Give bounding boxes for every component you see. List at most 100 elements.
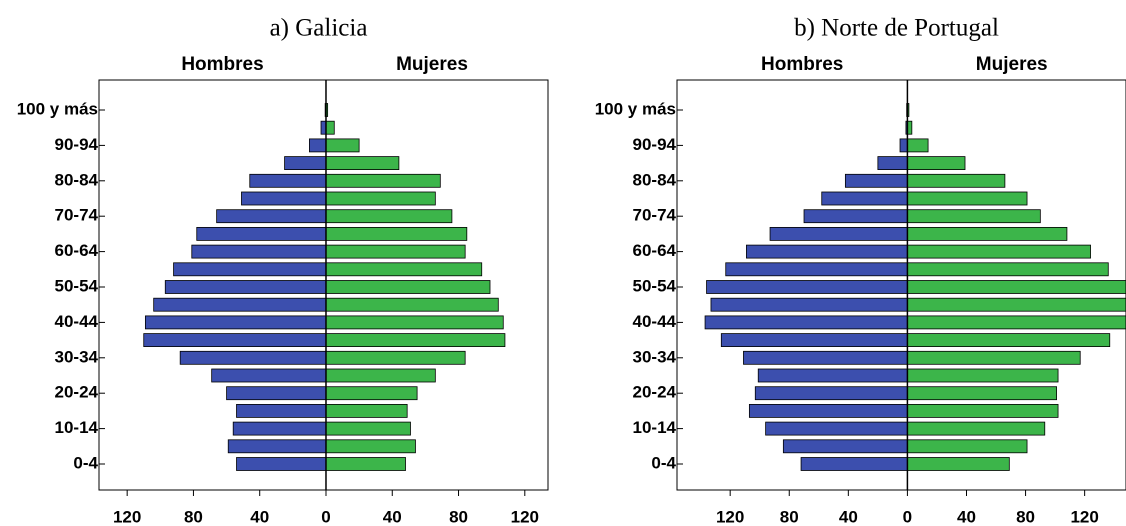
bar: [325, 439, 416, 454]
bar: [907, 226, 1068, 241]
bar: [211, 368, 327, 383]
bar: [236, 457, 327, 471]
bar: [325, 156, 400, 171]
bar: [907, 439, 1028, 454]
bar: [710, 297, 908, 312]
y-tick-label: 60-64: [55, 241, 99, 260]
plot-frame: [676, 79, 1126, 491]
bar: [844, 173, 908, 188]
bar: [765, 421, 908, 436]
bar: [725, 262, 908, 277]
bar: [249, 173, 327, 188]
bar: [227, 439, 327, 454]
bar: [325, 297, 499, 312]
bar: [704, 315, 908, 330]
bar: [325, 226, 468, 241]
bar: [325, 138, 360, 153]
bar: [325, 209, 453, 224]
y-tick-label: 0-4: [73, 453, 98, 472]
bar: [748, 403, 908, 418]
bar: [284, 156, 327, 171]
y-tick-label: 70-74: [633, 206, 677, 225]
bar: [720, 333, 908, 348]
bar: [907, 173, 1006, 188]
bar: [164, 280, 327, 294]
bar: [325, 244, 466, 259]
y-tick-label: 50-54: [55, 276, 99, 295]
y-tick-label: 60-64: [633, 241, 677, 260]
bar: [191, 244, 327, 259]
bar: [907, 403, 1059, 418]
y-tick-label: 10-14: [633, 418, 677, 437]
x-tick-label: 40: [383, 507, 402, 526]
bar: [325, 421, 411, 436]
bar: [907, 280, 1126, 294]
chart: a) Galicia Hombres Mujeres 0-4 10-14 20-24 30-…: [17, 15, 549, 526]
bar: [907, 297, 1126, 312]
x-tick-label: 0: [903, 507, 912, 526]
x-tick-label: 120: [716, 507, 744, 526]
x-tick-label: 40: [250, 507, 269, 526]
bar: [325, 457, 406, 471]
bar: [907, 333, 1111, 348]
x-tick-label: 120: [113, 507, 141, 526]
bar: [754, 386, 908, 401]
y-tick-label: 70-74: [55, 206, 99, 225]
bar: [226, 386, 327, 401]
bar: [236, 403, 327, 418]
bar: [907, 244, 1091, 259]
bar: [743, 350, 908, 365]
bar: [821, 191, 908, 206]
bar: [325, 173, 441, 188]
bar: [196, 226, 327, 241]
y-tick-label: 100 y más: [17, 99, 98, 118]
bar: [325, 280, 491, 294]
bar: [325, 333, 506, 348]
y-tick-label: 20-24: [633, 383, 677, 402]
bar: [877, 156, 908, 171]
bar: [907, 209, 1041, 224]
x-tick-label: 120: [511, 507, 539, 526]
bar: [153, 297, 327, 312]
bar: [907, 138, 929, 153]
bar: [232, 421, 327, 436]
bar: [325, 368, 436, 383]
bar: [907, 350, 1081, 365]
y-tick-label: 0-4: [651, 453, 676, 472]
bar: [907, 191, 1028, 206]
legend-label: Mujeres: [396, 54, 468, 75]
bar: [800, 457, 908, 471]
bar: [757, 368, 908, 383]
x-tick-label: 0: [321, 507, 330, 526]
y-tick-label: 30-34: [55, 347, 99, 366]
bar: [746, 244, 908, 259]
x-tick-label: 120: [1070, 507, 1098, 526]
bar: [325, 315, 504, 330]
bar: [325, 120, 335, 135]
bar: [241, 191, 327, 206]
bar: [907, 368, 1059, 383]
plot-frame: [98, 79, 549, 491]
y-tick-label: 50-54: [633, 276, 677, 295]
bar: [325, 350, 466, 365]
y-tick-label: 10-14: [55, 418, 99, 437]
y-tick-label: 100 y más: [595, 99, 676, 118]
bar: [899, 138, 908, 153]
bar: [769, 226, 908, 241]
bar: [907, 156, 966, 171]
chart: b) Norte de Portugal Hombres Mujeres 0-4 10-…: [595, 15, 1126, 526]
bar: [706, 280, 908, 294]
bar: [143, 333, 327, 348]
bars: [143, 103, 506, 471]
y-tick-label: 30-34: [633, 347, 677, 366]
bar: [782, 439, 908, 454]
bar: [325, 191, 436, 206]
bar: [907, 421, 1046, 436]
legend-label: Mujeres: [976, 54, 1048, 75]
legend-label: Hombres: [761, 54, 843, 75]
bar: [309, 138, 327, 153]
y-tick-label: 80-84: [633, 170, 677, 189]
y-tick-label: 20-24: [55, 383, 99, 402]
x-tick-label: 80: [1016, 507, 1035, 526]
